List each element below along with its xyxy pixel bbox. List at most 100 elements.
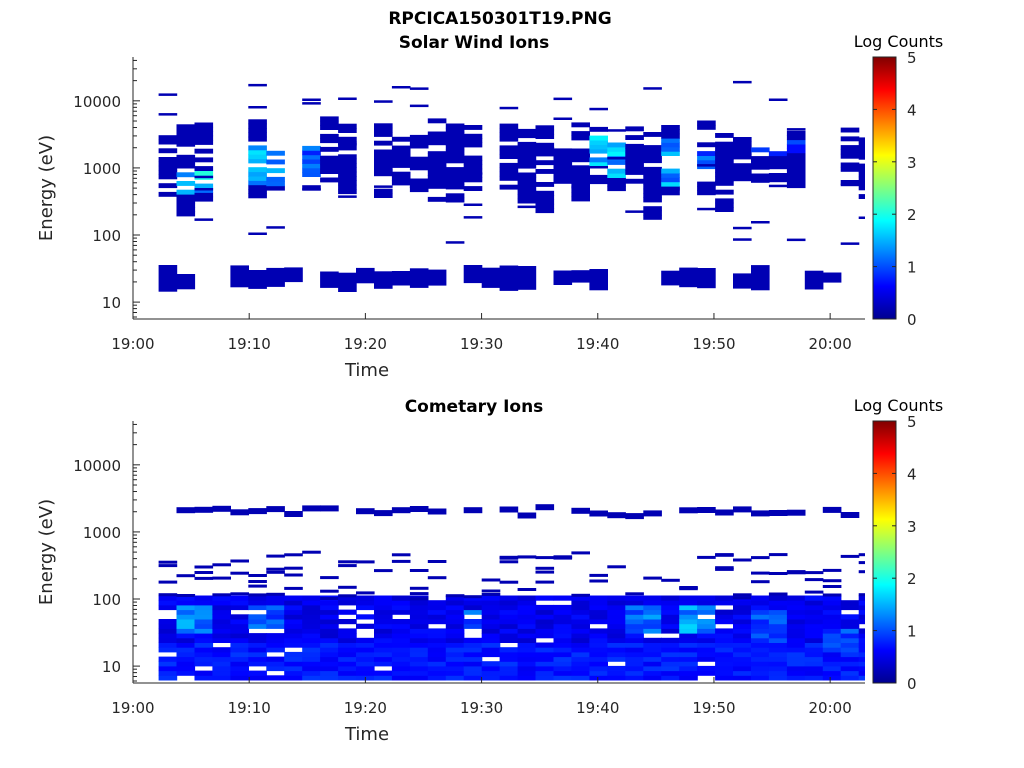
colorbar-tick-label: 4 [907,101,917,119]
spectrogram-cell [194,637,214,643]
spectrogram-cell [158,600,178,606]
spectrogram-cell [517,623,537,629]
spectrogram-cell [445,193,465,199]
spectrogram-cell [194,506,214,513]
spectrogram-cell [374,656,393,662]
spectrogram-cell [822,637,842,643]
spectrogram-cell [248,154,267,160]
spectrogram-cell [625,600,644,606]
spectrogram-cell [697,623,716,629]
spectrogram-cell [499,506,519,513]
spectrogram-cell [858,593,865,597]
spectrogram-cell [338,145,357,151]
spectrogram-cell [499,628,519,634]
x-tick-label: 19:50 [692,699,735,717]
spectrogram-cell [661,623,680,629]
x-tick-label: 19:00 [111,335,154,353]
spectrogram-cell [553,628,573,634]
spectrogram-cell [320,125,339,130]
spectrogram-cell [751,571,770,575]
spectrogram-cell [607,619,626,625]
spectrogram-cell [194,651,214,658]
spectrogram-cell [751,173,770,179]
spectrogram-cell [715,619,734,625]
spectrogram-cell [427,179,447,185]
spectrogram-cell [535,570,555,574]
spectrogram-cell [409,661,429,667]
spectrogram-cell [427,647,447,653]
spectrogram-cell [302,628,321,634]
spectrogram-cell [768,609,788,615]
spectrogram-cell [320,628,339,634]
spectrogram-cell [589,609,608,615]
x-tick-label: 20:00 [809,335,852,353]
spectrogram-cell [266,647,285,653]
spectrogram-cell [517,150,537,156]
spectrogram-cell [535,609,555,615]
spectrogram-cell [338,167,357,173]
spectrogram-cell [553,148,573,154]
spectrogram-cell [463,186,483,191]
spectrogram-cell [697,555,716,559]
spectrogram-cell [194,609,214,615]
spectrogram-cell [248,508,267,515]
spectrogram-cell [517,661,537,667]
spectrogram-cell [786,604,806,611]
spectrogram-cell [427,118,447,124]
spectrogram-cell [391,651,411,658]
spectrogram-cell [320,661,339,667]
spectrogram-cell [786,238,806,242]
spectrogram-cell [715,146,734,151]
spectrogram-cell [553,152,573,158]
spectrogram-cell [679,623,698,629]
colorbar-tick-label: 1 [907,623,917,641]
spectrogram-cell [643,145,662,150]
x-tick-label: 19:30 [460,335,503,353]
spectrogram-cell [571,152,590,158]
spectrogram-cell [768,675,788,681]
spectrogram-cell [499,149,519,155]
spectrogram-cell [751,661,770,667]
spectrogram-cell [553,170,573,176]
spectrogram-cell [625,637,644,643]
spectrogram-cell [822,595,842,601]
spectrogram-cell [643,642,662,648]
spectrogram-cell [445,633,465,639]
colorbar [872,420,897,684]
spectrogram-cell [822,633,842,639]
spectrogram-cell [266,567,285,571]
spectrogram-cell [158,604,178,611]
spectrogram-cell [607,595,626,601]
spectrogram-cell [517,155,537,160]
spectrogram-cell [320,600,339,606]
spectrogram-cell [194,600,214,606]
spectrogram-cell [786,633,806,639]
spectrogram-cell [643,675,662,681]
spectrogram-cell [284,628,303,634]
spectrogram-cell [427,151,447,154]
spectrogram-cell [715,633,734,639]
spectrogram-cell [409,623,429,629]
spectrogram-cell [643,604,662,611]
spectrogram-cell [643,510,662,517]
spectrogram-cell [158,148,178,154]
spectrogram-cell [517,266,537,290]
colorbar [872,56,897,320]
spectrogram-cell [768,628,788,634]
spectrogram-cell [822,651,842,658]
spectrogram-cell [804,670,824,676]
spectrogram-cell [158,642,178,648]
spectrogram-cell [535,628,555,634]
y-tick-label: 10 [102,658,121,676]
spectrogram-cell [338,142,357,145]
spectrogram-cell [499,265,519,291]
spectrogram-cell [751,651,770,658]
spectrogram-cell [284,267,303,283]
spectrogram-cell [679,628,698,634]
spectrogram-cell [427,675,447,681]
spectrogram-cell [553,642,573,648]
spectrogram-cell [374,651,393,658]
spectrogram-cell [804,628,824,634]
spectrogram-cell [733,167,752,173]
spectrogram-cell [643,197,662,203]
